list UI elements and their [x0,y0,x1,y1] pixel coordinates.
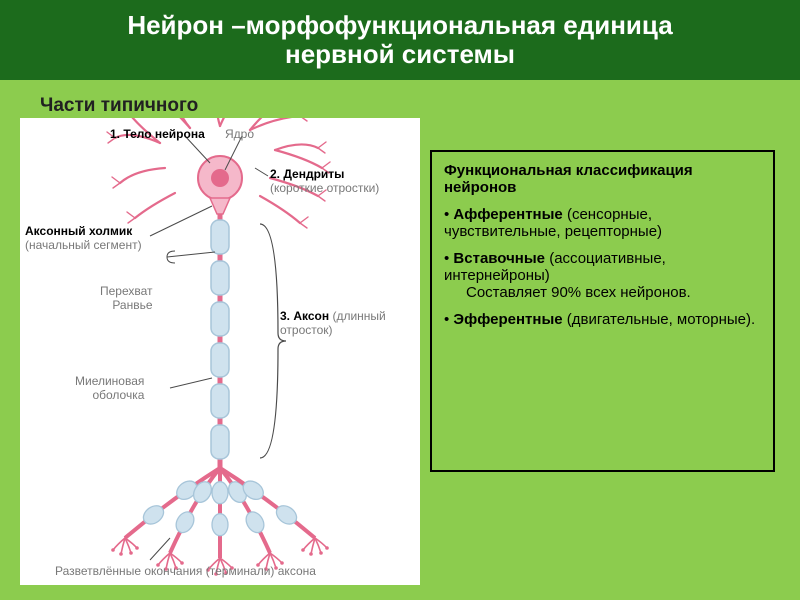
label-soma-num: 1. Тело нейрона [110,127,205,141]
label-axon-d1: (длинный [332,309,385,323]
label-hillock: Аксонный холмик (начальный сегмент) [25,225,142,253]
label-hillock-bold: Аксонный холмик [25,224,132,238]
label-axon-num: 3. Аксон [280,309,329,323]
bullet-icon: • [444,250,453,267]
label-myelin: Миелиновая оболочка [75,375,144,403]
classification-desc: (двигательные, моторные). [563,311,756,328]
classification-item: • Афферентные (сенсорные, чувствительные… [444,206,761,240]
label-axon-d2: отросток) [280,323,333,337]
label-terminals-text: Разветвлённые окончания (терминали) аксо… [55,564,316,578]
classification-item: • Эфферентные (двигательные, моторные). [444,311,761,328]
classification-note: Составляет 90% всех нейронов. [466,284,761,301]
label-axon: 3. Аксон (длинный отросток) [280,310,386,338]
label-nucleus: Ядро [225,128,254,142]
slide-title: Нейрон –морфофункциональная единица нерв… [127,11,672,68]
classification-title: Функциональная классификация нейронов [444,162,761,196]
label-terminals: Разветвлённые окончания (терминали) аксо… [55,565,316,579]
classification-box: Функциональная классификация нейронов • … [430,150,775,472]
title-line1: Нейрон –морфофункциональная единица [127,10,672,40]
bullet-icon: • [444,206,453,223]
label-ranvier-l2: Ранвье [112,298,152,312]
label-myelin-l1: Миелиновая [75,374,144,388]
label-ranvier: Перехват Ранвье [100,285,153,313]
label-dendrites-num: 2. Дендриты [270,167,344,181]
classification-item: • Вставочные (ассоциативные, интернейрон… [444,250,761,301]
label-myelin-l2: оболочка [92,388,144,402]
slide-header: Нейрон –морфофункциональная единица нерв… [0,0,800,80]
label-dendrites-desc: (короткие отростки) [270,181,379,195]
classification-type: Эфферентные [453,311,562,328]
classification-type: Вставочные [453,250,545,267]
bullet-icon: • [444,311,453,328]
classification-type: Афферентные [453,206,562,223]
label-hillock-desc: (начальный сегмент) [25,238,142,252]
label-dendrites: 2. Дендриты (короткие отростки) [270,168,379,196]
label-soma: 1. Тело нейрона [110,128,205,142]
subtitle-line1: Части типичного [40,95,198,116]
label-ranvier-l1: Перехват [100,284,153,298]
label-nucleus-text: Ядро [225,127,254,141]
title-line2: нервной системы [285,39,515,69]
